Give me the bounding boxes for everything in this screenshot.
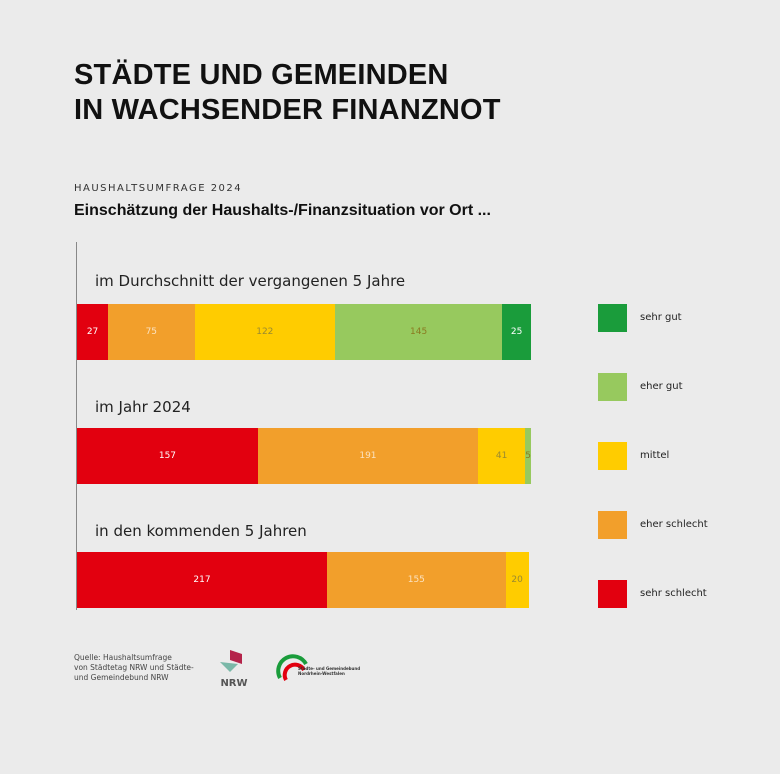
source-note: Quelle: Haushaltsumfrage von Städtetag N… <box>74 653 194 683</box>
title-line-2: IN WACHSENDER FINANZNOT <box>74 94 501 126</box>
data-label: 157 <box>158 451 177 461</box>
data-label: 155 <box>407 575 425 585</box>
legend-swatch <box>598 580 627 608</box>
bar-segment-sehr-schlecht: 27 <box>77 304 109 360</box>
legend-swatch <box>598 442 627 470</box>
data-label: 25 <box>510 327 523 337</box>
main-title: STÄDTE UND GEMEINDEN IN WACHSENDER FINAN… <box>74 58 501 128</box>
data-label: 75 <box>145 327 158 337</box>
arc-logo-icon <box>276 654 308 681</box>
bar-segment-sehr-schlecht: 217 <box>77 552 328 608</box>
bar-segment-eher-schlecht: 191 <box>257 428 478 484</box>
source-line: von Städtetag NRW und Städte- <box>74 663 194 672</box>
category-label: in den kommenden 5 Jahren <box>95 522 307 540</box>
bar-segment-eher-gut: 145 <box>335 304 503 360</box>
bar-segment-mittel: 41 <box>477 428 526 484</box>
logo-text: Städte- und Gemeindebund Nordrhein-Westf… <box>298 666 361 676</box>
data-label: 145 <box>410 327 428 337</box>
source-line: und Gemeindebund NRW <box>74 673 169 682</box>
bar-segment-eher-schlecht: 75 <box>108 304 195 360</box>
legend-swatch <box>598 373 627 401</box>
data-label: 20 <box>511 575 523 585</box>
category-label: im Jahr 2024 <box>95 398 191 416</box>
staedte-gemeindebund-logo: Städte- und Gemeindebund Nordrhein-Westf… <box>276 650 366 684</box>
data-label: 27 <box>86 327 99 337</box>
legend-label: eher schlecht <box>640 519 708 530</box>
data-label: 41 <box>495 451 508 461</box>
bar-segment-mittel: 20 <box>505 552 529 608</box>
legend-label: mittel <box>640 450 670 461</box>
staedtetag-nrw-logo: NRW <box>216 648 252 689</box>
data-label: 191 <box>359 451 377 461</box>
data-label: 5 <box>525 451 531 461</box>
bar-segment-eher-gut: 5 <box>525 428 531 484</box>
source-line: Quelle: Haushaltsumfrage <box>74 653 172 662</box>
title-line-1: STÄDTE UND GEMEINDEN <box>74 59 449 91</box>
legend-label: sehr gut <box>640 312 682 323</box>
data-label: 217 <box>193 575 211 585</box>
logo-shape-icon <box>220 650 242 672</box>
legend-label: sehr schlecht <box>640 588 707 599</box>
legend-label: eher gut <box>640 381 683 392</box>
legend-swatch <box>598 304 627 332</box>
category-label: im Durchschnitt der vergangenen 5 Jahre <box>95 272 406 290</box>
bar-segment-sehr-gut: 25 <box>502 304 531 360</box>
bar-segment-eher-schlecht: 155 <box>327 552 506 608</box>
bar-segment-sehr-schlecht: 157 <box>77 428 258 484</box>
axis-line <box>76 242 77 610</box>
bar-segment-mittel: 122 <box>194 304 336 360</box>
data-label: 122 <box>256 327 274 337</box>
legend-swatch <box>598 511 627 539</box>
logo-text: NRW <box>220 678 248 689</box>
chart-subtitle: Einschätzung der Haushalts-/Finanzsituat… <box>74 202 491 219</box>
kicker: HAUSHALTSUMFRAGE 2024 <box>74 183 243 194</box>
